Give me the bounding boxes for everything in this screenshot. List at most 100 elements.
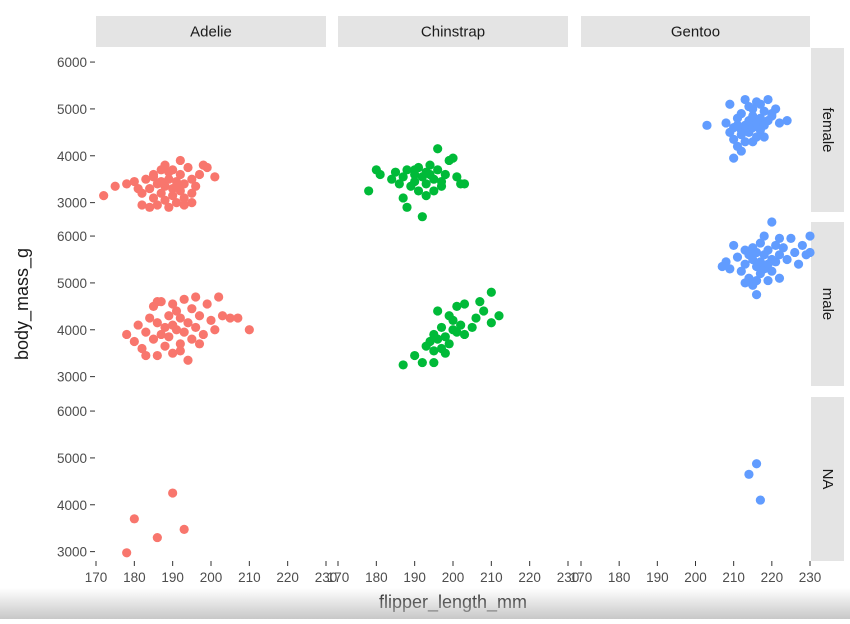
data-point-adelie-female xyxy=(179,200,189,210)
data-point-chinstrap-female xyxy=(429,186,439,196)
data-point-gentoo-female xyxy=(751,97,762,107)
data-point-adelie-male xyxy=(187,304,197,314)
data-point-adelie-male xyxy=(129,336,139,347)
data-point-chinstrap-male xyxy=(444,339,454,349)
x-tick-label: 230 xyxy=(557,570,580,585)
x-tick-label: 210 xyxy=(480,570,503,585)
data-point-adelie-male xyxy=(198,329,208,340)
data-point-adelie-male xyxy=(164,332,174,342)
data-point-adelie-male xyxy=(168,348,178,358)
data-point-chinstrap-male xyxy=(475,297,485,307)
data-point-adelie-male xyxy=(233,313,243,323)
data-point-adelie-female xyxy=(175,169,185,180)
data-point-gentoo-na xyxy=(755,495,765,505)
x-tick-label: 170 xyxy=(327,570,350,585)
data-point-adelie-female xyxy=(210,172,220,182)
data-point-chinstrap-male xyxy=(417,357,427,368)
data-point-adelie-na xyxy=(129,514,139,524)
row-label-male: male xyxy=(819,288,836,321)
data-point-gentoo-male xyxy=(736,266,746,276)
data-point-gentoo-male xyxy=(793,259,804,269)
data-point-gentoo-female xyxy=(740,137,750,147)
data-point-gentoo-male xyxy=(771,240,781,251)
data-point-gentoo-female xyxy=(744,101,754,112)
data-point-gentoo-male xyxy=(751,290,762,300)
data-point-adelie-male xyxy=(152,350,162,361)
data-point-chinstrap-female xyxy=(417,212,427,222)
data-point-gentoo-male xyxy=(805,231,815,241)
data-point-adelie-male xyxy=(171,325,182,335)
y-tick-label: 4000 xyxy=(57,323,87,338)
data-point-gentoo-male xyxy=(725,264,735,274)
data-point-gentoo-male xyxy=(797,240,807,251)
data-point-adelie-female xyxy=(194,169,205,180)
data-point-adelie-female xyxy=(110,181,120,191)
data-point-chinstrap-male xyxy=(425,336,435,347)
data-point-gentoo-male xyxy=(774,273,785,283)
data-point-adelie-female xyxy=(145,202,155,212)
data-point-adelie-male xyxy=(122,329,132,340)
data-point-adelie-female xyxy=(137,200,147,210)
x-tick-label: 230 xyxy=(799,570,822,585)
data-point-gentoo-na xyxy=(751,459,762,469)
data-point-adelie-female xyxy=(156,176,166,187)
data-point-gentoo-female xyxy=(732,120,743,130)
data-point-adelie-female xyxy=(183,162,193,173)
data-point-chinstrap-male xyxy=(456,320,466,330)
x-tick-label: 230 xyxy=(315,570,338,585)
facet-strip-chinstrap xyxy=(338,16,568,47)
data-point-gentoo-male xyxy=(751,247,762,258)
data-point-gentoo-male xyxy=(767,266,777,276)
data-point-chinstrap-female xyxy=(402,165,412,175)
data-point-gentoo-female xyxy=(736,130,746,140)
y-tick-label: 6000 xyxy=(57,55,87,70)
x-tick-label: 220 xyxy=(276,570,299,585)
data-point-adelie-female xyxy=(179,193,189,203)
data-point-adelie-male xyxy=(148,334,159,344)
data-point-adelie-male xyxy=(175,346,185,356)
x-tick-label: 190 xyxy=(646,570,669,585)
data-point-chinstrap-female xyxy=(413,186,424,196)
data-point-gentoo-male xyxy=(778,243,788,253)
data-point-adelie-male xyxy=(210,325,220,335)
data-point-adelie-male xyxy=(194,311,205,321)
data-point-adelie-male xyxy=(160,341,170,351)
data-point-chinstrap-female xyxy=(421,191,431,201)
x-tick-label: 210 xyxy=(238,570,261,585)
y-axis-title: body_mass_g xyxy=(12,248,33,360)
y-tick-label: 4000 xyxy=(57,498,87,513)
row-label-female: female xyxy=(819,107,836,152)
data-point-chinstrap-male xyxy=(429,346,439,356)
data-point-adelie-female xyxy=(187,198,197,208)
data-point-gentoo-male xyxy=(759,231,769,241)
data-point-chinstrap-female xyxy=(425,160,435,170)
data-point-adelie-female xyxy=(187,174,197,184)
data-point-adelie-female xyxy=(148,172,159,182)
data-point-adelie-female xyxy=(171,181,182,191)
x-tick-label: 200 xyxy=(442,570,465,585)
data-point-chinstrap-female xyxy=(425,169,435,180)
data-point-adelie-female xyxy=(141,174,151,184)
data-point-gentoo-male xyxy=(755,238,765,248)
data-point-adelie-male xyxy=(168,299,178,309)
data-point-adelie-male xyxy=(175,339,185,349)
data-point-gentoo-male xyxy=(774,233,785,243)
data-point-gentoo-female xyxy=(782,116,792,126)
row-strip-na xyxy=(811,397,844,561)
data-point-adelie-male xyxy=(175,313,185,323)
data-point-gentoo-female xyxy=(729,153,739,163)
data-point-gentoo-male xyxy=(751,275,762,286)
data-point-chinstrap-male xyxy=(436,322,447,333)
data-point-chinstrap-female xyxy=(402,202,412,212)
data-point-chinstrap-female xyxy=(364,186,374,196)
y-tick-label: 5000 xyxy=(57,451,87,466)
data-point-chinstrap-male xyxy=(440,348,450,358)
data-point-adelie-female xyxy=(152,200,162,210)
data-point-chinstrap-female xyxy=(433,144,443,154)
x-tick-label: 210 xyxy=(722,570,745,585)
data-point-gentoo-male xyxy=(755,257,765,267)
data-point-adelie-male xyxy=(137,343,147,354)
data-point-adelie-male xyxy=(156,329,166,340)
data-point-adelie-female xyxy=(160,195,170,205)
